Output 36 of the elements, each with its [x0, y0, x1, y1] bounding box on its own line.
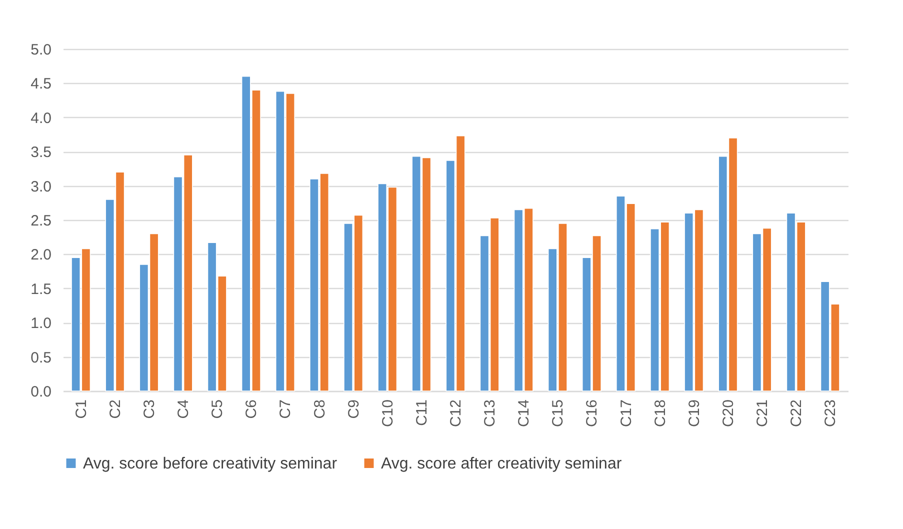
y-tick-label: 2.5 — [30, 212, 52, 230]
y-tick-label: 3.5 — [30, 144, 52, 162]
x-tick-label: C21 — [754, 400, 772, 428]
y-tick-label: 3.0 — [30, 178, 52, 196]
x-tick-label: C14 — [516, 400, 533, 428]
x-tick-label: C13 — [482, 400, 499, 428]
x-tick-label: C7 — [277, 400, 294, 419]
y-tick-label: 4.0 — [30, 110, 52, 127]
x-tick-label: C15 — [550, 400, 567, 428]
y-tick-label: 1.5 — [30, 280, 52, 298]
x-tick-label: C20 — [720, 400, 737, 428]
y-tick-label: 1.0 — [30, 315, 52, 332]
x-tick-label: C10 — [379, 400, 396, 428]
x-tick-label: C12 — [448, 400, 464, 428]
x-tick-label: C4 — [175, 400, 192, 419]
x-tick-label: C6 — [243, 400, 260, 419]
y-tick-label: 0.0 — [30, 384, 52, 400]
legend-label: Avg. score after creativity seminar — [381, 455, 622, 472]
x-tick-label: C17 — [618, 400, 635, 428]
x-tick-label: C22 — [788, 400, 806, 428]
x-tick-label: C2 — [106, 400, 124, 419]
x-tick-label: C5 — [209, 400, 226, 419]
x-tick-label: C19 — [686, 400, 703, 428]
x-tick-label: C18 — [652, 400, 669, 428]
x-tick-label: C3 — [140, 400, 158, 419]
x-tick-label: C9 — [345, 400, 362, 419]
x-tick-label: C23 — [822, 400, 840, 428]
y-tick-label: 2.0 — [30, 246, 52, 264]
y-tick-label: 4.5 — [30, 76, 52, 93]
x-tick-label: C1 — [72, 400, 90, 419]
y-tick-label: 0.5 — [30, 349, 52, 366]
x-tick-label: C8 — [311, 400, 328, 419]
legend-label: Avg. score before creativity seminar — [83, 455, 338, 472]
x-tick-label: C16 — [584, 400, 601, 428]
x-tick-label: C11 — [413, 400, 430, 426]
y-tick-label: 5.0 — [30, 42, 52, 58]
